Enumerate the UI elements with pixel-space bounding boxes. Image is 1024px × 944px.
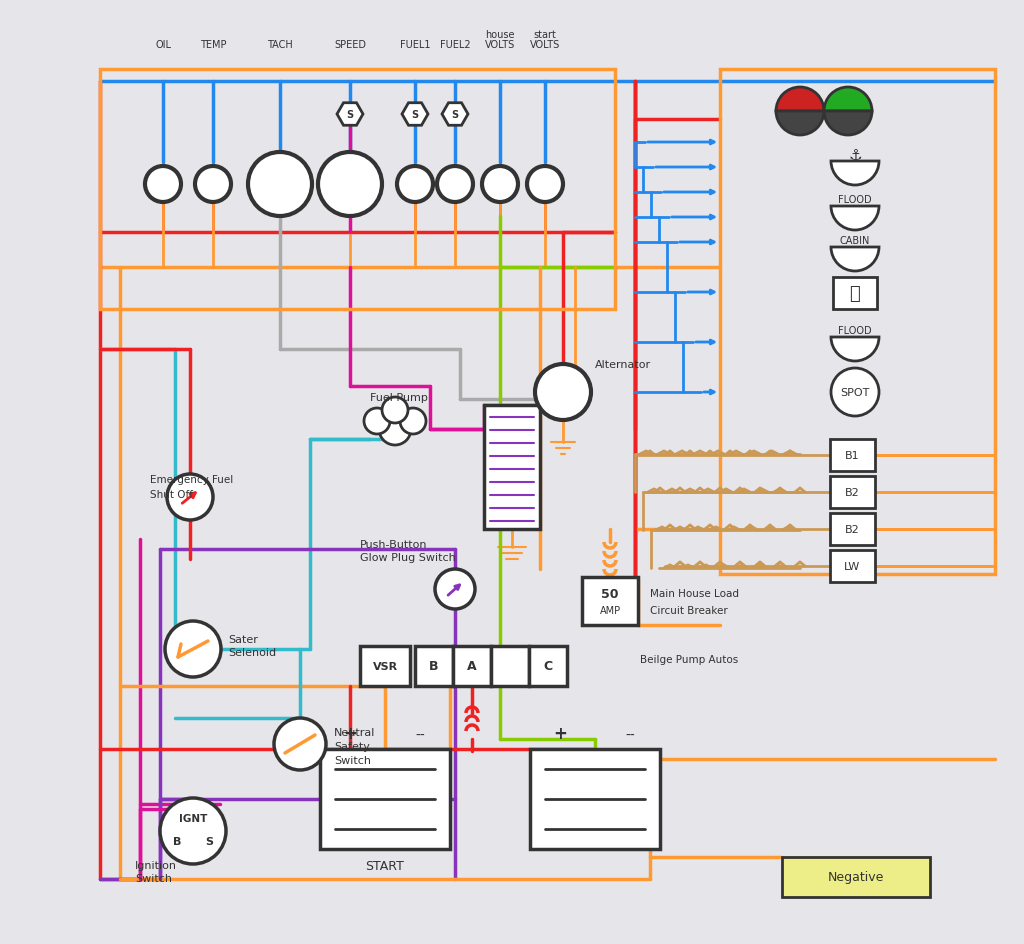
Text: FUEL2: FUEL2 [439,40,470,50]
Circle shape [535,364,591,421]
Text: FLOOD: FLOOD [839,194,871,205]
Circle shape [195,167,231,203]
Wedge shape [831,161,879,186]
Text: AMP: AMP [599,605,621,615]
Text: Emergency Fuel: Emergency Fuel [150,475,233,484]
Text: Negative: Negative [827,870,884,884]
Text: SPOT: SPOT [841,388,869,397]
Text: B: B [429,660,438,673]
Bar [321,750,450,849]
Wedge shape [776,112,824,136]
Wedge shape [831,207,879,230]
Text: B2: B2 [845,487,859,497]
Wedge shape [776,88,824,112]
Text: FLOOD: FLOOD [839,326,871,336]
Bar [360,647,410,686]
Text: S: S [412,110,419,120]
Bar [100,70,615,310]
Text: Beilge Pump Autos: Beilge Pump Autos [640,654,738,665]
Text: --: -- [415,728,425,742]
Bar [830,440,874,471]
Circle shape [400,409,426,434]
Text: B2: B2 [845,525,859,534]
Text: house
VOLTS: house VOLTS [485,30,515,50]
Text: +: + [553,724,567,742]
Circle shape [318,153,382,217]
Bar [833,278,877,310]
Text: B: B [173,836,181,846]
Text: TEMP: TEMP [200,40,226,50]
Bar [782,857,930,897]
Bar [415,647,453,686]
Text: SPEED: SPEED [334,40,366,50]
Text: Neutral: Neutral [334,727,376,737]
Text: S: S [205,836,213,846]
Text: 50: 50 [601,587,618,599]
Text: OIL: OIL [155,40,171,50]
Text: Main House Load: Main House Load [650,588,739,598]
Text: --: -- [625,728,635,742]
Bar [490,647,529,686]
Circle shape [364,409,390,434]
Text: START: START [366,859,404,872]
Text: Switch: Switch [334,755,371,766]
Circle shape [160,799,226,864]
Bar [830,477,874,509]
Bar [484,406,540,530]
Circle shape [482,167,518,203]
Circle shape [145,167,181,203]
Text: ⚓: ⚓ [848,147,862,162]
Circle shape [379,413,411,446]
Text: Safety: Safety [334,741,370,751]
Text: Shut Off: Shut Off [150,490,193,499]
Text: Selenoid: Selenoid [228,648,276,657]
Text: S: S [452,110,459,120]
Text: +: + [343,724,357,742]
Bar [720,70,995,574]
Bar [582,578,638,625]
Circle shape [248,153,312,217]
Bar [830,550,874,582]
Circle shape [397,167,433,203]
Text: TACH: TACH [267,40,293,50]
Bar [830,514,874,546]
Circle shape [527,167,563,203]
Wedge shape [831,338,879,362]
Text: B1: B1 [845,450,859,461]
Text: start
VOLTS: start VOLTS [529,30,560,50]
Circle shape [382,397,408,424]
Circle shape [274,718,326,770]
Text: IGNT: IGNT [179,813,207,823]
Text: ⏭: ⏭ [850,285,860,303]
Text: S: S [346,110,353,120]
Text: LW: LW [844,562,860,571]
Text: Glow Plug Switch: Glow Plug Switch [360,552,456,563]
Text: Switch: Switch [135,873,172,883]
Wedge shape [824,88,872,112]
Text: C: C [544,660,553,673]
Circle shape [165,621,221,677]
Text: Alternator: Alternator [595,360,651,370]
Text: CABIN: CABIN [840,236,870,245]
Text: Push-Button: Push-Button [360,539,427,549]
Wedge shape [831,247,879,272]
Bar [530,750,660,849]
Text: Sater: Sater [228,634,258,645]
Circle shape [167,475,213,520]
Circle shape [435,569,475,610]
Text: Fuel Pump: Fuel Pump [370,393,428,402]
Circle shape [831,368,879,416]
Text: A: A [467,660,477,673]
Wedge shape [824,112,872,136]
Text: Circuit Breaker: Circuit Breaker [650,605,728,615]
Circle shape [437,167,473,203]
Bar [453,647,490,686]
Text: Ignition: Ignition [135,860,177,870]
Text: FUEL1: FUEL1 [399,40,430,50]
Text: VSR: VSR [373,662,397,671]
Bar [529,647,567,686]
